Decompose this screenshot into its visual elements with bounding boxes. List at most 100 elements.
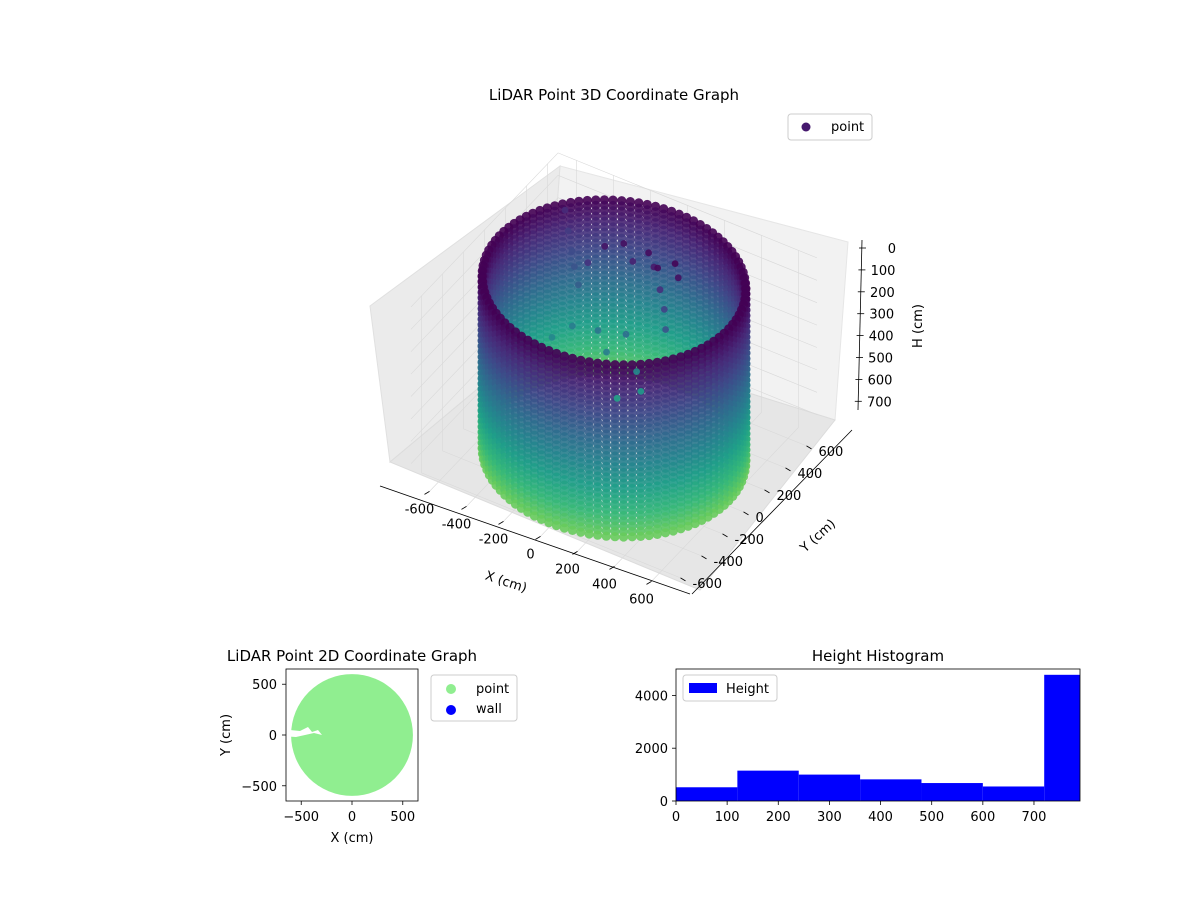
plot-3d-point: [551, 520, 562, 531]
histogram-legend: Height: [682, 674, 778, 702]
histogram-y-tick: 4000: [635, 689, 668, 704]
plot-3d-xlabel: X (cm): [483, 569, 529, 597]
plot-3d-point: [636, 531, 646, 542]
plot-3d-legend-label: point: [831, 120, 864, 135]
plot-3d-point: [690, 518, 700, 529]
plot-3d-y-tick: 600: [819, 445, 844, 460]
plot-2d-y-tick: −500: [241, 780, 277, 795]
histogram-bar: [982, 786, 1045, 801]
plot-3d-title: LiDAR Point 3D Coordinate Graph: [489, 86, 739, 104]
plot-3d-x-tick: -600: [405, 502, 435, 517]
plot-histogram: Height Histogram 0 100 200 300 400 500 600 7000…: [635, 647, 1081, 825]
plot-3d: LiDAR Point 3D Coordinate Graph -600 -400…: [369, 86, 926, 607]
plot-2d-legend-wall-marker: [446, 705, 456, 715]
plot-3d-point: [561, 206, 569, 214]
plot-3d-point: [629, 258, 637, 265]
plot-3d-point: [594, 327, 602, 334]
plot-3d-point: [569, 322, 576, 330]
plot-3d-z-tick: 200: [870, 286, 895, 301]
plot-3d-point: [620, 240, 628, 247]
plot-2d-legend-point-marker: [446, 684, 456, 694]
plot-3d-legend-marker: [801, 122, 811, 132]
plot-3d-z-tick: 300: [869, 308, 894, 323]
plot-2d-legend-wall-label: wall: [476, 702, 502, 717]
histogram-bar: [860, 779, 922, 801]
plot-3d-point: [571, 263, 578, 270]
plot-3d-point: [676, 524, 686, 534]
plot-3d-point: [584, 259, 592, 267]
plot-2d: LiDAR Point 2D Coordinate Graph −500 0 500…: [219, 647, 518, 846]
plot-3d-point: [610, 532, 620, 542]
plot-3d-z-tick: 700: [867, 395, 892, 410]
plot-3d-point: [529, 511, 540, 521]
plot-3d-y-axis-line: [691, 429, 853, 595]
plot-3d-point: [536, 514, 547, 525]
histogram-legend-swatch: [689, 683, 717, 693]
plot-3d-point: [603, 348, 610, 356]
plot-2d-point-disk: [291, 674, 413, 796]
plot-3d-ylabel: Y (cm): [797, 517, 839, 557]
plot-3d-point: [613, 394, 621, 402]
plot-3d-point: [559, 523, 570, 533]
plot-3d-point: [644, 530, 654, 541]
plot-3d-point: [656, 286, 664, 294]
plot-3d-point: [601, 531, 611, 541]
plot-3d-legend: point: [787, 113, 873, 141]
plot-2d-x-tick: 0: [348, 810, 356, 825]
histogram-bar: [1044, 674, 1080, 801]
histogram-bar: [798, 774, 861, 801]
plot-3d-x-tick: -400: [442, 517, 472, 532]
histogram-bars: [676, 674, 1080, 801]
plot-3d-z-ticks: 0 100 200 300 400 500 600 700: [854, 242, 896, 410]
plot-3d-zlabel: H (cm): [911, 304, 926, 348]
histogram-title: Height Histogram: [812, 647, 944, 665]
plot-2d-x-tick: −500: [283, 810, 319, 825]
histogram-x-tick: 600: [970, 810, 995, 825]
plot-3d-point: [660, 306, 668, 313]
histogram-x-tick: 500: [919, 810, 944, 825]
plot-3d-point: [633, 368, 640, 375]
plot-3d-z-tick: 400: [869, 330, 894, 345]
plot-3d-point: [593, 530, 603, 540]
plot-3d-y-tick: 200: [777, 489, 802, 504]
plot-3d-point: [576, 527, 586, 537]
histogram-x-tick: 400: [868, 810, 893, 825]
histogram-x-tick: 200: [766, 810, 791, 825]
plot-3d-point: [564, 227, 572, 235]
plot-3d-point: [627, 532, 637, 542]
plot-3d-y-tick: -200: [735, 533, 765, 548]
plot-3d-z-axis-line: [857, 239, 863, 411]
plot-2d-y-tick: 0: [269, 729, 277, 744]
plot-2d-legend-point-label: point: [476, 682, 509, 697]
histogram-x-tick: 700: [1022, 810, 1047, 825]
plot-3d-point: [662, 326, 669, 333]
histogram-frame: [675, 668, 1081, 802]
plot-3d-point: [637, 388, 645, 395]
plot-2d-y-tick: 500: [252, 678, 277, 693]
plot-3d-point: [654, 264, 662, 272]
histogram-x-tick: 100: [715, 810, 740, 825]
histogram-y-tick: 2000: [635, 742, 668, 757]
histogram-bar: [676, 787, 738, 801]
histogram-legend-label: Height: [726, 682, 769, 697]
plot-3d-point: [619, 532, 629, 542]
histogram-x-tick: 300: [817, 810, 842, 825]
histogram-y-tick: 0: [660, 795, 668, 810]
plot-3d-x-axis-line: [379, 485, 691, 595]
plot-3d-point: [660, 528, 671, 538]
plot-3d-point: [668, 526, 678, 536]
plot-2d-xlabel: X (cm): [331, 831, 374, 846]
plot-3d-point: [671, 260, 679, 267]
plot-3d-z-tick: 100: [871, 264, 896, 279]
histogram-ticks: 0 100 200 300 400 500 600 700 0 2000 4000: [635, 689, 1046, 825]
histogram-bar: [737, 770, 799, 801]
plot-3d-z-tick: 0: [888, 242, 896, 257]
plot-3d-y-tick: -600: [693, 577, 723, 592]
plot-3d-point: [575, 281, 582, 289]
plot-3d-x-tick: 600: [629, 592, 654, 607]
plot-2d-ticks: −500 0 500 500 0 −500: [241, 678, 415, 825]
plot-3d-point-cloud: [477, 195, 751, 542]
plot-3d-point: [683, 521, 693, 531]
plot-3d-x-ticks: -600 -400 -200 0 200 400 600: [405, 491, 654, 607]
plot-3d-z-tick: 600: [868, 373, 893, 388]
